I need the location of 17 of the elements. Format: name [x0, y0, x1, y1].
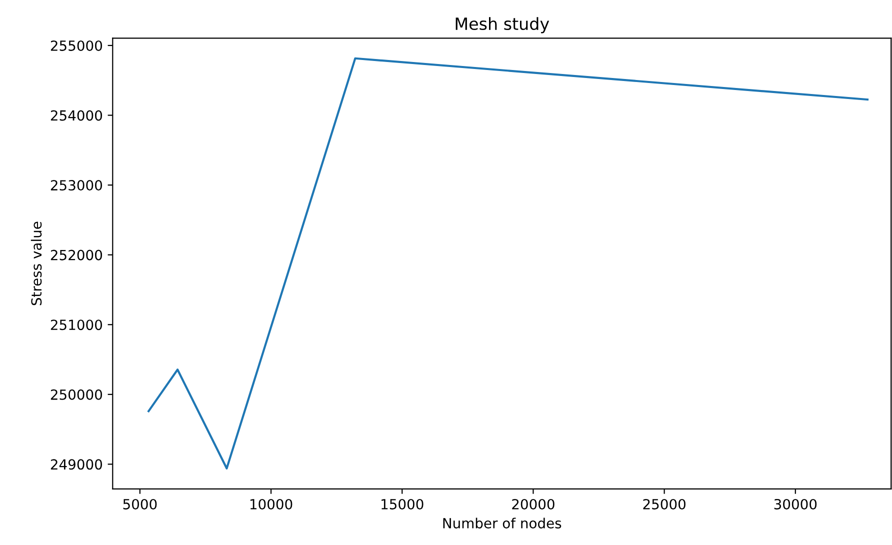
chart-title: Mesh study — [456, 17, 550, 34]
y-tick-label: 252000 — [50, 250, 102, 260]
y-axis-title: Stress value — [30, 222, 42, 306]
y-tick-label: 251000 — [50, 320, 102, 330]
y-tick-label: 250000 — [50, 389, 102, 400]
x-axis-title: Number of nodes — [443, 518, 562, 528]
line-series — [148, 57, 869, 470]
y-tick-label: 253000 — [50, 180, 102, 191]
x-tick-label: 15000 — [382, 498, 424, 510]
x-tick-label: 10000 — [250, 498, 292, 510]
y-tick-label: 249000 — [50, 459, 102, 470]
x-tick-label: 25000 — [643, 498, 686, 510]
y-tick-label: 254000 — [50, 110, 102, 121]
x-tick-label: 20000 — [512, 498, 554, 510]
y-tick-label: 255000 — [50, 40, 102, 51]
x-tick-label: 5000 — [123, 498, 157, 510]
x-tick-label: 30000 — [774, 498, 817, 510]
